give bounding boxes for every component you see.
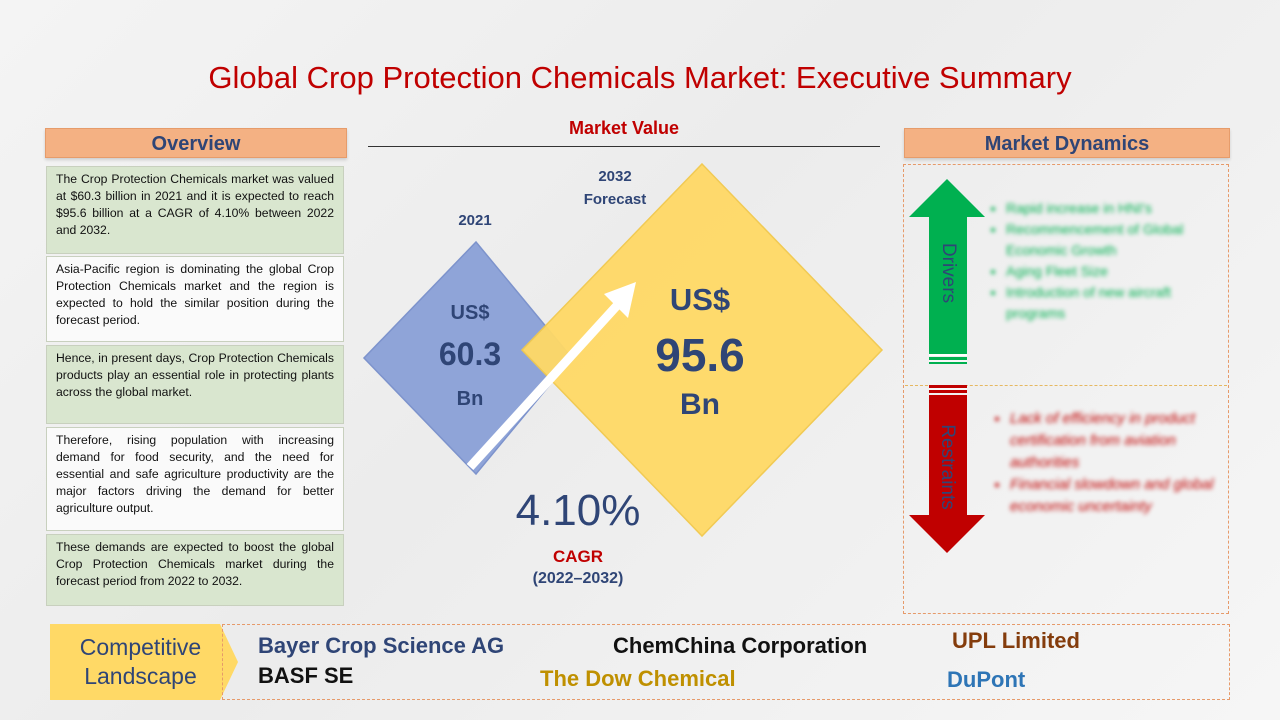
driver-item: Recommencement of Global Economic Growth [1006, 219, 1221, 261]
overview-paragraph-4: Therefore, rising population with increa… [46, 427, 344, 531]
restraints-label: Restraints [937, 424, 958, 510]
driver-item: Rapid increase in HNI's [1006, 198, 1221, 219]
company-upl: UPL Limited [952, 628, 1080, 653]
drivers-label: Drivers [938, 242, 959, 304]
value-2032-amount: 95.6 [655, 329, 745, 381]
competitive-landscape-badge [50, 624, 238, 700]
restraint-item: Financial slowdown and global economic u… [1010, 474, 1225, 518]
company-dow: The Dow Chemical [540, 666, 736, 691]
driver-item: Aging Fleet Size [1006, 261, 1221, 282]
growth-arrow-shaft [466, 296, 626, 471]
dynamics-arrows [909, 179, 985, 553]
overview-paragraph-2: Asia-Pacific region is dominating the gl… [46, 256, 344, 342]
competitive-landscape-label-2: Landscape [84, 663, 197, 689]
overview-paragraph-5: These demands are expected to boost the … [46, 534, 344, 606]
year-2021-label: 2021 [458, 212, 492, 229]
drivers-list: Rapid increase in HNI's Recommencement o… [992, 198, 1221, 324]
company-basf: BASF SE [258, 663, 354, 688]
restraints-list: Lack of efficiency in product certificat… [996, 408, 1225, 518]
overview-paragraph-1: The Crop Protection Chemicals market was… [46, 166, 344, 254]
cagr-period: (2022–2032) [532, 570, 624, 587]
market-value-divider [368, 146, 880, 147]
competitive-landscape-label-1: Competitive [79, 634, 202, 660]
overview-paragraph-3: Hence, in present days, Crop Protection … [46, 345, 344, 424]
year-2032-label: 2032 [598, 168, 632, 185]
driver-item: Introduction of new aircraft programs [1006, 282, 1221, 324]
value-2032-unit: Bn [680, 388, 720, 421]
company-chemchina: ChemChina Corporation [613, 633, 868, 658]
value-2021-unit: Bn [456, 388, 484, 410]
company-dupont: DuPont [947, 667, 1026, 692]
value-2032-currency: US$ [669, 282, 731, 317]
value-2021-amount: 60.3 [438, 336, 502, 372]
restraint-item: Lack of efficiency in product certificat… [1010, 408, 1225, 474]
competitive-landscape-box [222, 624, 1230, 700]
market-dynamics-divider [905, 385, 1227, 386]
drivers-arrow [909, 179, 985, 355]
market-value-header: Market Value [568, 118, 680, 138]
diamond-2032 [520, 162, 884, 538]
cagr-value: 4.10% [515, 486, 641, 535]
value-2021-currency: US$ [450, 302, 490, 324]
cagr-label: CAGR [552, 547, 604, 566]
page-title: Global Crop Protection Chemicals Market:… [208, 60, 1072, 95]
market-value-diagram [362, 162, 884, 538]
market-dynamics-header: Market Dynamics [904, 128, 1230, 158]
market-dynamics-box [903, 164, 1229, 614]
forecast-label: Forecast [583, 191, 647, 208]
restraints-arrow [909, 395, 985, 553]
company-bayer: Bayer Crop Science AG [258, 633, 505, 658]
overview-header: Overview [45, 128, 347, 158]
growth-arrow-head [604, 282, 636, 318]
